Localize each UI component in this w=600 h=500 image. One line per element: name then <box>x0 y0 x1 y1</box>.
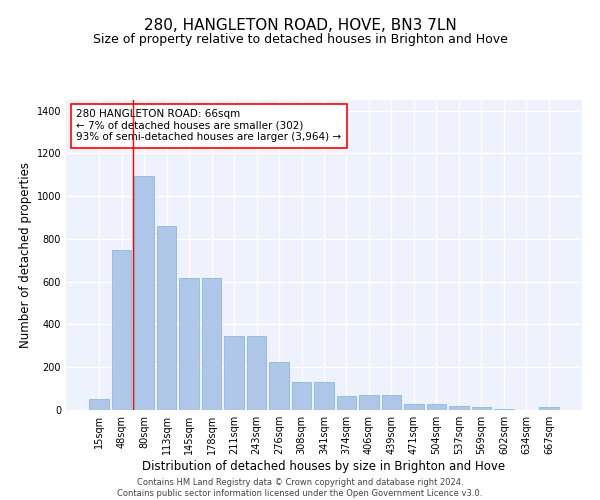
Text: Size of property relative to detached houses in Brighton and Hove: Size of property relative to detached ho… <box>92 32 508 46</box>
Text: 280, HANGLETON ROAD, HOVE, BN3 7LN: 280, HANGLETON ROAD, HOVE, BN3 7LN <box>143 18 457 32</box>
Text: Contains HM Land Registry data © Crown copyright and database right 2024.
Contai: Contains HM Land Registry data © Crown c… <box>118 478 482 498</box>
Bar <box>202 278 221 410</box>
Bar <box>337 396 356 410</box>
Bar <box>269 362 289 410</box>
Bar <box>112 250 131 410</box>
Bar <box>494 408 514 410</box>
Bar <box>224 336 244 410</box>
Bar <box>382 395 401 410</box>
Bar <box>179 278 199 410</box>
X-axis label: Distribution of detached houses by size in Brighton and Hove: Distribution of detached houses by size … <box>142 460 506 473</box>
Bar <box>292 382 311 410</box>
Bar <box>89 400 109 410</box>
Bar <box>472 407 491 410</box>
Bar <box>539 407 559 410</box>
Bar <box>449 406 469 410</box>
Bar <box>247 336 266 410</box>
Bar <box>134 176 154 410</box>
Bar <box>427 404 446 410</box>
Bar <box>404 404 424 410</box>
Bar <box>157 226 176 410</box>
Y-axis label: Number of detached properties: Number of detached properties <box>19 162 32 348</box>
Text: 280 HANGLETON ROAD: 66sqm
← 7% of detached houses are smaller (302)
93% of semi-: 280 HANGLETON ROAD: 66sqm ← 7% of detach… <box>76 110 341 142</box>
Bar <box>314 382 334 410</box>
Bar <box>359 395 379 410</box>
